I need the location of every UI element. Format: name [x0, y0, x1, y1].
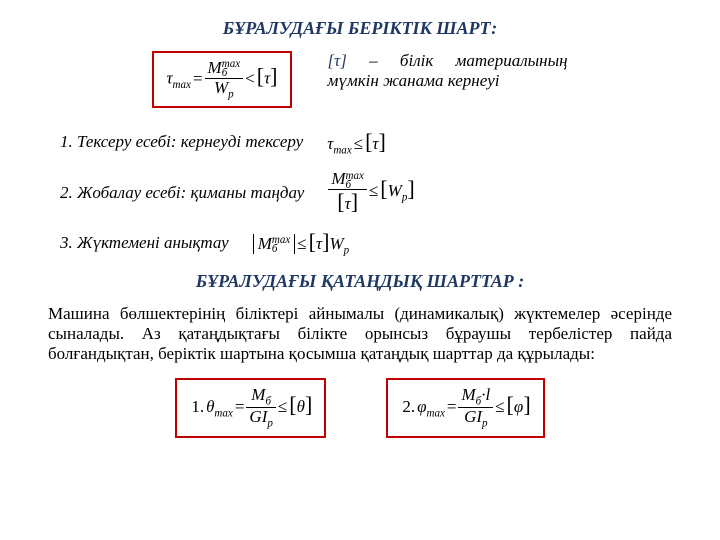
task-formula: Mmaxб≤[τ]Wp [253, 229, 672, 256]
task-item: 1. Тексеру есебі: кернеуді тексеруτmax≤[… [60, 126, 672, 158]
rigidity-formula-box: 1.θmax=MбGIp≤[θ] [175, 378, 326, 438]
task-label: 3. Жүктемені анықтау [60, 233, 253, 253]
main-formula-box: τmax=MmaxбWp<[τ] [152, 51, 291, 108]
rigidity-formula-box: 2.φmax=Mб·lGIp≤[φ] [386, 378, 544, 438]
tau-dash: – [369, 51, 378, 70]
task-label: 1. Тексеру есебі: кернеуді тексеру [60, 132, 327, 152]
tau-definition: [τ] – білік материалының мүмкін жанама к… [328, 51, 568, 91]
heading-rigidity: БҰРАЛУДАҒЫ ҚАТАҢДЫҚ ШАРТТАР : [48, 271, 672, 292]
task-item: 3. Жүктемені анықтауMmaxб≤[τ]Wp [60, 227, 672, 259]
task-item: 2. Жобалау есебі: қиманы таңдауMmaxб[τ]≤… [60, 170, 672, 214]
top-row: τmax=MmaxбWp<[τ] [τ] – білік материалыны… [48, 51, 672, 108]
task-formula: τmax≤[τ] [327, 129, 672, 156]
bottom-formula-row: 1.θmax=MбGIp≤[θ] 2.φmax=Mб·lGIp≤[φ] [48, 378, 672, 438]
task-formula: Mmaxб[τ]≤[Wp] [328, 170, 672, 214]
heading-strength: БҰРАЛУДАҒЫ БЕРІКТІК ШАРТ: [48, 18, 672, 39]
tau-text: білік материалының мүмкін жанама кернеуі [328, 51, 568, 90]
items-list: 1. Тексеру есебі: кернеуді тексеруτmax≤[… [60, 126, 672, 258]
rigidity-paragraph: Машина бөлшектерінің біліктері айнымалы … [48, 304, 672, 364]
tau-symbol: [τ] [328, 51, 347, 70]
task-label: 2. Жобалау есебі: қиманы таңдау [60, 183, 328, 203]
